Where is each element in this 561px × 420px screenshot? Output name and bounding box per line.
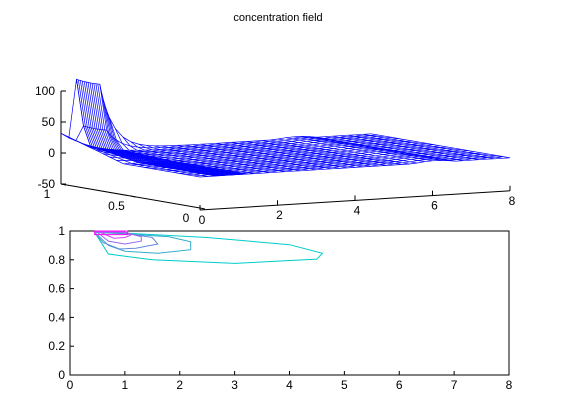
y-tick-label: 0.4 [48, 310, 65, 324]
mesh-line-y [105, 107, 245, 175]
z-tick-label: 0 [48, 146, 55, 160]
mesh-line-y [177, 145, 317, 171]
mesh-line-y [101, 92, 241, 175]
contour-lines [94, 230, 324, 264]
mesh-line-y [85, 81, 226, 176]
mesh-line-y [138, 143, 278, 173]
mesh-line-y [347, 134, 487, 160]
mesh-line-y [231, 142, 371, 167]
y-tick-label: 0.8 [48, 253, 65, 267]
x-tick-label: 4 [286, 378, 293, 392]
mesh-line-y [223, 142, 363, 168]
mesh-line-y [161, 145, 301, 172]
x-tick-label: 8 [506, 378, 513, 392]
x-tick-label: 2 [276, 208, 283, 222]
x-tick-label: 6 [431, 199, 438, 213]
x-tick-label: 1 [122, 378, 129, 392]
mesh-line-y [277, 138, 418, 164]
mesh-line-y [200, 143, 340, 169]
mesh-line-y [99, 84, 239, 175]
contour-ticks: 0 1 2 3 4 5 6 7 8 0 0.2 0.4 0.6 0.8 1 [48, 224, 512, 392]
y-tick-label: 0 [183, 211, 190, 225]
surface-plot: concentration field 0 2 4 6 8 0 0.5 1 100 50 0 -50 [35, 12, 516, 227]
mesh-line-y [246, 141, 387, 166]
mesh-line-y [60, 132, 201, 178]
mesh-line-y [107, 112, 247, 175]
x-tick-label: 2 [176, 378, 183, 392]
mesh-line-y [109, 117, 249, 175]
mesh-line-y [355, 134, 495, 160]
x-tick-label: 0 [67, 378, 74, 392]
mesh-line-y [122, 136, 263, 174]
y-tick-label: 1 [58, 224, 65, 238]
x-tick-label: 5 [341, 378, 348, 392]
mesh-line-y [192, 144, 332, 170]
mesh-line-y [262, 140, 402, 165]
contour-level [94, 230, 129, 236]
mesh-line-y [308, 136, 449, 161]
mesh-line-y [293, 136, 433, 162]
mesh-line-y [130, 141, 270, 174]
contour-level [94, 231, 324, 264]
y-tick-label: 0 [58, 368, 65, 382]
mesh-line-y [370, 133, 511, 159]
mesh-line-y [184, 144, 325, 170]
mesh-line-y [215, 142, 356, 168]
mesh-line-y [93, 83, 233, 176]
x-tick-label: 8 [509, 194, 516, 208]
x-tick-label: 3 [231, 378, 238, 392]
x-tick-label: 6 [396, 378, 403, 392]
y-tick-label: 1 [44, 187, 51, 201]
mesh-line-y [169, 145, 309, 171]
mesh-line-y [316, 136, 456, 162]
mesh-line-y [332, 135, 472, 161]
mesh-line-y [254, 140, 394, 166]
x-tick-label: 4 [354, 203, 361, 217]
mesh-line-y [68, 137, 208, 177]
mesh-line-x [60, 78, 372, 147]
chart-title: concentration field [233, 12, 322, 24]
mesh-line-y [114, 128, 255, 174]
z-tick-label: 50 [42, 115, 56, 129]
mesh-line-y [146, 144, 286, 173]
surface-axes: 0 2 4 6 8 0 0.5 1 100 50 0 -50 [35, 84, 516, 227]
y-tick-label: 0.6 [48, 282, 65, 296]
mesh-line-y [208, 143, 348, 169]
x-tick-label: 7 [451, 378, 458, 392]
z-tick-label: -50 [38, 177, 56, 191]
mesh-line-y [153, 145, 294, 172]
contour-plot: 0 1 2 3 4 5 6 7 8 0 0.2 0.4 0.6 0.8 1 [48, 224, 512, 392]
y-tick-label: 0.5 [108, 199, 125, 213]
z-tick-label: 100 [35, 84, 55, 98]
mesh-line-y [239, 141, 379, 167]
mesh-line-y [324, 136, 464, 162]
mesh-line-y [363, 133, 503, 159]
mesh-line-y [301, 136, 441, 161]
x-tick-label: 0 [199, 213, 206, 227]
y-tick [130, 195, 136, 198]
mesh-line-y [339, 135, 480, 161]
mesh-line-y [270, 139, 410, 165]
mesh-line-y [97, 83, 237, 176]
contour-axes-box [69, 230, 510, 376]
contour-level [94, 230, 132, 239]
contour-level [94, 231, 142, 245]
surface-mesh [60, 78, 511, 178]
y-tick-label: 0.2 [48, 339, 65, 353]
mesh-line-y [103, 100, 243, 175]
y-tick [199, 207, 206, 210]
mesh-line-x [88, 138, 399, 154]
mesh-line-y [285, 137, 425, 163]
